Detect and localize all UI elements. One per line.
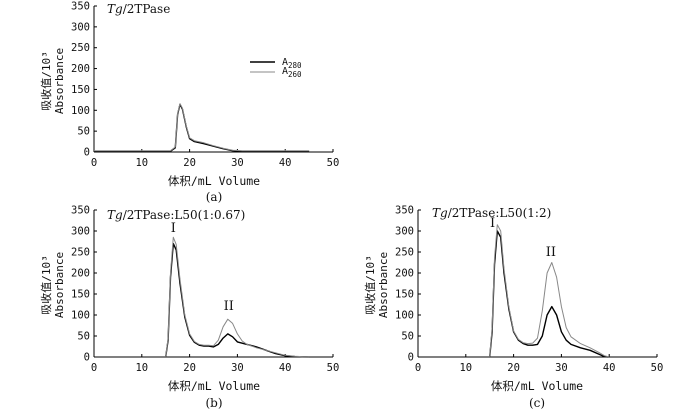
x-axis-label: 体积/mL Volume: [168, 174, 260, 188]
y-tick-label: 250: [71, 42, 90, 54]
series-line: [94, 103, 310, 152]
y-tick-label: 50: [77, 126, 90, 138]
y-axis-label-line2: Absorbance: [53, 252, 66, 318]
x-tick-label: 30: [555, 362, 568, 374]
y-tick-label: 150: [71, 84, 90, 96]
x-tick-label: 0: [91, 362, 97, 374]
y-tick-label: 0: [84, 352, 90, 364]
y-tick-label: 50: [77, 331, 90, 343]
chart-legend: A280 A260: [250, 57, 302, 79]
x-tick-label: 50: [327, 362, 340, 374]
x-tick-label: 20: [183, 157, 196, 169]
series-line: [94, 103, 310, 152]
x-tick-label: 10: [459, 362, 472, 374]
legend-label: A280: [282, 57, 302, 70]
x-tick-label: 20: [507, 362, 520, 374]
peak-label: II: [546, 245, 556, 260]
series-line: [165, 236, 310, 358]
y-tick-label: 100: [71, 105, 90, 117]
x-tick-label: 0: [415, 362, 421, 374]
y-tick-label: 100: [395, 310, 414, 322]
y-tick-label: 250: [395, 247, 414, 259]
x-tick-label: 50: [651, 362, 664, 374]
chart-title: Tg/2TPase: [107, 2, 170, 16]
x-tick-label: 10: [135, 362, 148, 374]
peak-label: II: [224, 299, 234, 314]
y-tick-label: 350: [71, 1, 90, 13]
x-tick-label: 30: [231, 362, 244, 374]
y-tick-label: 300: [71, 226, 90, 238]
y-tick-label: 0: [84, 147, 90, 159]
peak-label: I: [171, 221, 176, 236]
y-tick-label: 350: [395, 205, 414, 217]
y-axis-label-line2: Absorbance: [377, 252, 390, 318]
series-line: [165, 242, 310, 358]
x-tick-label: 40: [603, 362, 616, 374]
series-line: [489, 230, 610, 358]
x-tick-label: 50: [327, 157, 340, 169]
y-tick-label: 300: [395, 226, 414, 238]
y-tick-label: 200: [395, 268, 414, 280]
y-tick-label: 150: [71, 289, 90, 301]
y-tick-label: 200: [71, 268, 90, 280]
chart-panel-c: Tg/2TPase:L50(1:2) 050100150200250300350…: [363, 205, 663, 411]
x-tick-label: 40: [279, 157, 292, 169]
y-tick-label: 100: [71, 310, 90, 322]
y-axis-label-line2: Absorbance: [53, 48, 66, 114]
series-line: [489, 224, 610, 358]
panel-caption: (b): [205, 396, 222, 410]
y-tick-label: 50: [401, 331, 414, 343]
y-axis-label-line1: 吸收值/10³: [39, 51, 53, 111]
y-tick-label: 0: [408, 352, 414, 364]
panel-caption: (c): [529, 396, 545, 410]
x-tick-label: 30: [231, 157, 244, 169]
x-tick-label: 10: [135, 157, 148, 169]
y-axis-label-line1: 吸收值/10³: [39, 255, 53, 315]
panel-caption: (a): [206, 190, 223, 204]
y-tick-label: 150: [395, 289, 414, 301]
chart-panel-b: Tg/2TPase:L50(1:0.67) 050100150200250300…: [39, 205, 339, 411]
y-tick-label: 250: [71, 247, 90, 259]
y-tick-label: 200: [71, 63, 90, 75]
y-tick-label: 300: [71, 21, 90, 33]
x-tick-label: 0: [91, 157, 97, 169]
peak-label: I: [490, 216, 495, 231]
x-axis-label: 体积/mL Volume: [491, 379, 583, 393]
chart-title: Tg/2TPase:L50(1:2): [432, 206, 551, 220]
y-axis-label-line1: 吸收值/10³: [363, 255, 377, 315]
y-tick-label: 350: [71, 205, 90, 217]
chart-panel-a: Tg/2TPase 0 50 100 150 200 250 300 350 0 10 20 30 40…: [39, 1, 339, 205]
x-tick-label: 20: [183, 362, 196, 374]
x-tick-label: 40: [279, 362, 292, 374]
chart-title: Tg/2TPase:L50(1:0.67): [107, 208, 245, 222]
x-axis-label: 体积/mL Volume: [168, 379, 260, 393]
legend-label: A260: [282, 66, 302, 79]
